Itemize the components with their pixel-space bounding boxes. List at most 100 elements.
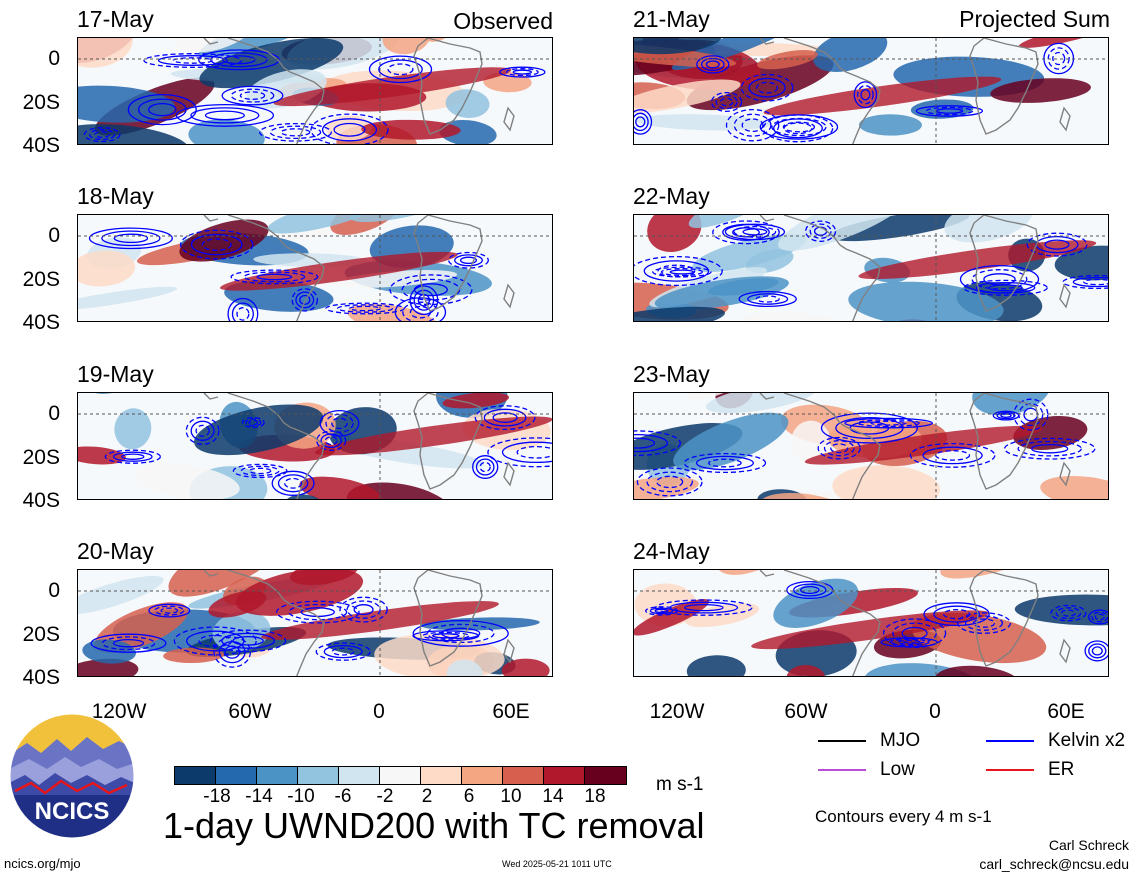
panel-right-3 <box>633 569 1109 677</box>
main-title: 1-day UWND200 with TC removal <box>163 805 705 846</box>
author-name: Carl Schreck <box>1048 837 1129 853</box>
lat-label: 20S <box>22 623 60 646</box>
continent-outlines <box>203 393 515 499</box>
panel-left-1 <box>77 214 553 322</box>
wave-contours <box>88 227 489 321</box>
colorbar-tick: 2 <box>421 786 433 807</box>
lat-label: 20S <box>22 91 60 114</box>
wave-contours <box>83 49 546 144</box>
date-label-right-3: 24-May <box>633 538 710 564</box>
continent-outlines <box>203 38 515 144</box>
colorbar-swatch <box>503 767 544 784</box>
legend-item-low: Low <box>818 760 915 779</box>
lon-label: 60W <box>228 700 272 723</box>
legend-item-er: ER <box>986 760 1074 779</box>
continent-outlines <box>203 570 515 676</box>
author-email: carl_schreck@ncsu.edu <box>979 856 1129 872</box>
anomaly-shading <box>78 215 492 321</box>
lon-label: 120W <box>91 700 147 723</box>
lon-label: 120W <box>649 700 705 723</box>
anomaly-shading <box>634 38 1108 136</box>
colorbar-swatch <box>257 767 298 784</box>
colorbar-tick: -14 <box>245 786 273 807</box>
colorbar-tick: -10 <box>287 786 315 807</box>
lon-label: 0 <box>373 700 385 723</box>
panel-left-0 <box>77 37 553 145</box>
colorbar-tick: -2 <box>376 786 394 807</box>
date-label-left-3: 20-May <box>77 538 154 564</box>
projected-sum-label: Projected Sum <box>959 6 1110 32</box>
date-label-right-1: 22-May <box>633 183 710 209</box>
wave-contours <box>104 405 552 496</box>
lon-label: 60E <box>1047 700 1085 723</box>
colorbar-swatch <box>298 767 339 784</box>
colorbar-swatch <box>216 767 257 784</box>
panel-left-2 <box>77 392 553 500</box>
colorbar-tick: 14 <box>542 786 564 807</box>
continent-outlines <box>203 215 515 321</box>
legend-line-low <box>818 768 866 771</box>
lon-label: 0 <box>929 700 941 723</box>
lat-label: 0 <box>48 224 60 247</box>
wave-contours <box>645 580 1108 662</box>
source-url[interactable]: ncics.org/mjo <box>4 856 81 871</box>
contour-note: Contours every 4 m s-1 <box>815 807 992 826</box>
lon-label: 60W <box>784 700 828 723</box>
lat-label: 40S <box>22 489 60 512</box>
colorbar-swatch <box>462 767 503 784</box>
colorbar-tick: -18 <box>203 786 231 807</box>
colorbar-swatch <box>380 767 421 784</box>
legend-label: Kelvin x2 <box>1048 730 1126 751</box>
lat-label: 0 <box>48 579 60 602</box>
anomaly-shading <box>78 38 532 144</box>
ncics-logo: NCICS <box>9 713 135 839</box>
colorbar-tick: 6 <box>463 786 475 807</box>
date-label-right-2: 23-May <box>633 361 710 387</box>
panel-right-1 <box>633 214 1109 322</box>
lat-label: 20S <box>22 268 60 291</box>
date-label-left-0: 17-May <box>77 6 154 32</box>
legend-label: ER <box>1048 759 1075 780</box>
lon-label: 60E <box>492 700 530 723</box>
continent-outlines <box>759 215 1071 321</box>
lat-label: 20S <box>22 446 60 469</box>
colorbar-swatch <box>175 767 216 784</box>
colorbar-swatch <box>544 767 585 784</box>
date-label-right-0: 21-May <box>633 6 710 32</box>
anomaly-shading <box>634 570 1108 676</box>
anomaly-shading <box>634 215 1108 321</box>
lat-label: 0 <box>48 402 60 425</box>
continent-outlines <box>759 393 1071 499</box>
panel-right-2 <box>633 392 1109 500</box>
legend-label: Low <box>880 759 915 780</box>
colorbar <box>174 766 627 785</box>
lat-label: 40S <box>22 134 60 157</box>
legend-line-kelvin <box>986 739 1034 742</box>
anomaly-shading <box>78 570 550 676</box>
colorbar-tick: -6 <box>334 786 352 807</box>
anomaly-shading <box>634 393 1108 499</box>
observed-label: Observed <box>453 8 553 34</box>
units-label: m s-1 <box>656 774 704 795</box>
continent-outlines <box>759 38 1071 144</box>
legend-item-mjo: MJO <box>818 731 920 750</box>
logo-text: NCICS <box>35 798 110 825</box>
anomaly-shading <box>78 393 552 499</box>
panel-right-0 <box>633 37 1109 145</box>
colorbar-tick: 10 <box>500 786 522 807</box>
legend-line-mjo <box>818 739 866 742</box>
lat-label: 40S <box>22 311 60 334</box>
colorbar-swatch <box>585 767 626 784</box>
lat-label: 40S <box>22 666 60 689</box>
colorbar-tick: 18 <box>584 786 606 807</box>
legend-item-kelvin: Kelvin x2 <box>986 731 1125 750</box>
legend-line-er <box>986 768 1034 771</box>
colorbar-swatch <box>421 767 462 784</box>
date-label-left-1: 18-May <box>77 183 154 209</box>
continent-outlines <box>759 570 1071 676</box>
panel-left-3 <box>77 569 553 677</box>
legend-label: MJO <box>880 730 921 751</box>
lat-label: 0 <box>48 47 60 70</box>
colorbar-swatch <box>339 767 380 784</box>
timestamp: Wed 2025-05-21 1011 UTC <box>502 859 612 869</box>
